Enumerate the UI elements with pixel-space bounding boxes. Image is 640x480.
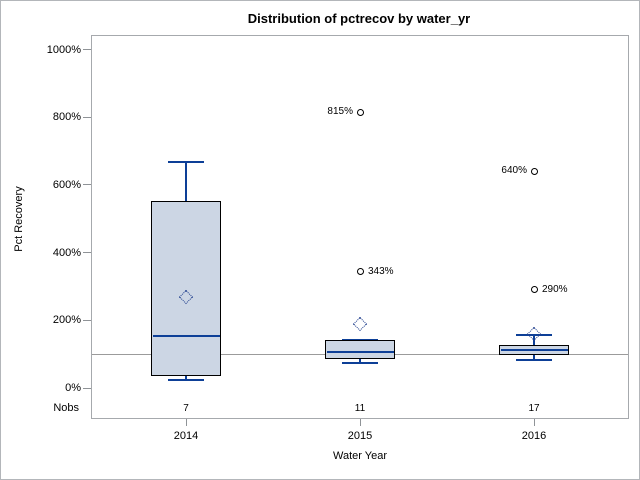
median-line [500, 348, 568, 351]
outlier-point [530, 167, 538, 175]
outlier-label: 290% [542, 283, 568, 295]
x-tick-label: 2015 [347, 430, 373, 442]
upper-whisker-line [533, 335, 535, 345]
median-line [326, 350, 394, 353]
lower-whisker-line [533, 354, 535, 360]
lower-whisker-cap [168, 378, 204, 381]
y-tick-label: 1000% [46, 43, 81, 56]
box-iqr [325, 340, 395, 359]
outlier-label: 815% [327, 106, 353, 118]
y-tick-mark [83, 116, 91, 118]
y-tick-mark [83, 387, 91, 389]
box-iqr [151, 201, 221, 376]
nobs-value: 11 [354, 403, 366, 414]
x-tick-label: 2014 [173, 430, 199, 442]
y-tick-label: 200% [52, 314, 81, 327]
x-axis-title: Water Year [332, 450, 387, 462]
y-tick-label: 800% [52, 111, 81, 124]
lower-whisker-line [359, 358, 361, 363]
y-tick-mark [83, 319, 91, 321]
y-tick-label: 0% [65, 382, 81, 394]
x-tick-mark [534, 419, 535, 426]
outlier-point [356, 268, 364, 276]
outlier-point [530, 286, 538, 294]
upper-whisker-cap [168, 161, 204, 164]
outlier-point [356, 108, 364, 116]
nobs-row-label: Nobs [53, 402, 79, 414]
lower-whisker-cap [342, 361, 378, 364]
lower-whisker-cap [516, 358, 552, 361]
x-tick-label: 2016 [521, 430, 547, 442]
upper-whisker-line [185, 162, 187, 202]
x-tick-mark [186, 419, 187, 426]
lower-whisker-line [185, 375, 187, 380]
y-tick-label: 600% [52, 178, 81, 191]
outlier-label: 640% [501, 165, 527, 177]
upper-whisker-cap [516, 334, 552, 337]
nobs-value: 17 [528, 403, 540, 414]
y-tick-mark [83, 184, 91, 186]
y-tick-mark [83, 49, 91, 50]
median-line [152, 334, 220, 337]
chart-title: Distribution of pctrecov by water_yr [247, 11, 471, 26]
y-tick-label: 400% [52, 246, 81, 259]
x-tick-mark [360, 419, 361, 426]
outlier-label: 343% [368, 265, 394, 277]
y-tick-mark [83, 252, 91, 254]
nobs-value: 7 [183, 403, 189, 414]
